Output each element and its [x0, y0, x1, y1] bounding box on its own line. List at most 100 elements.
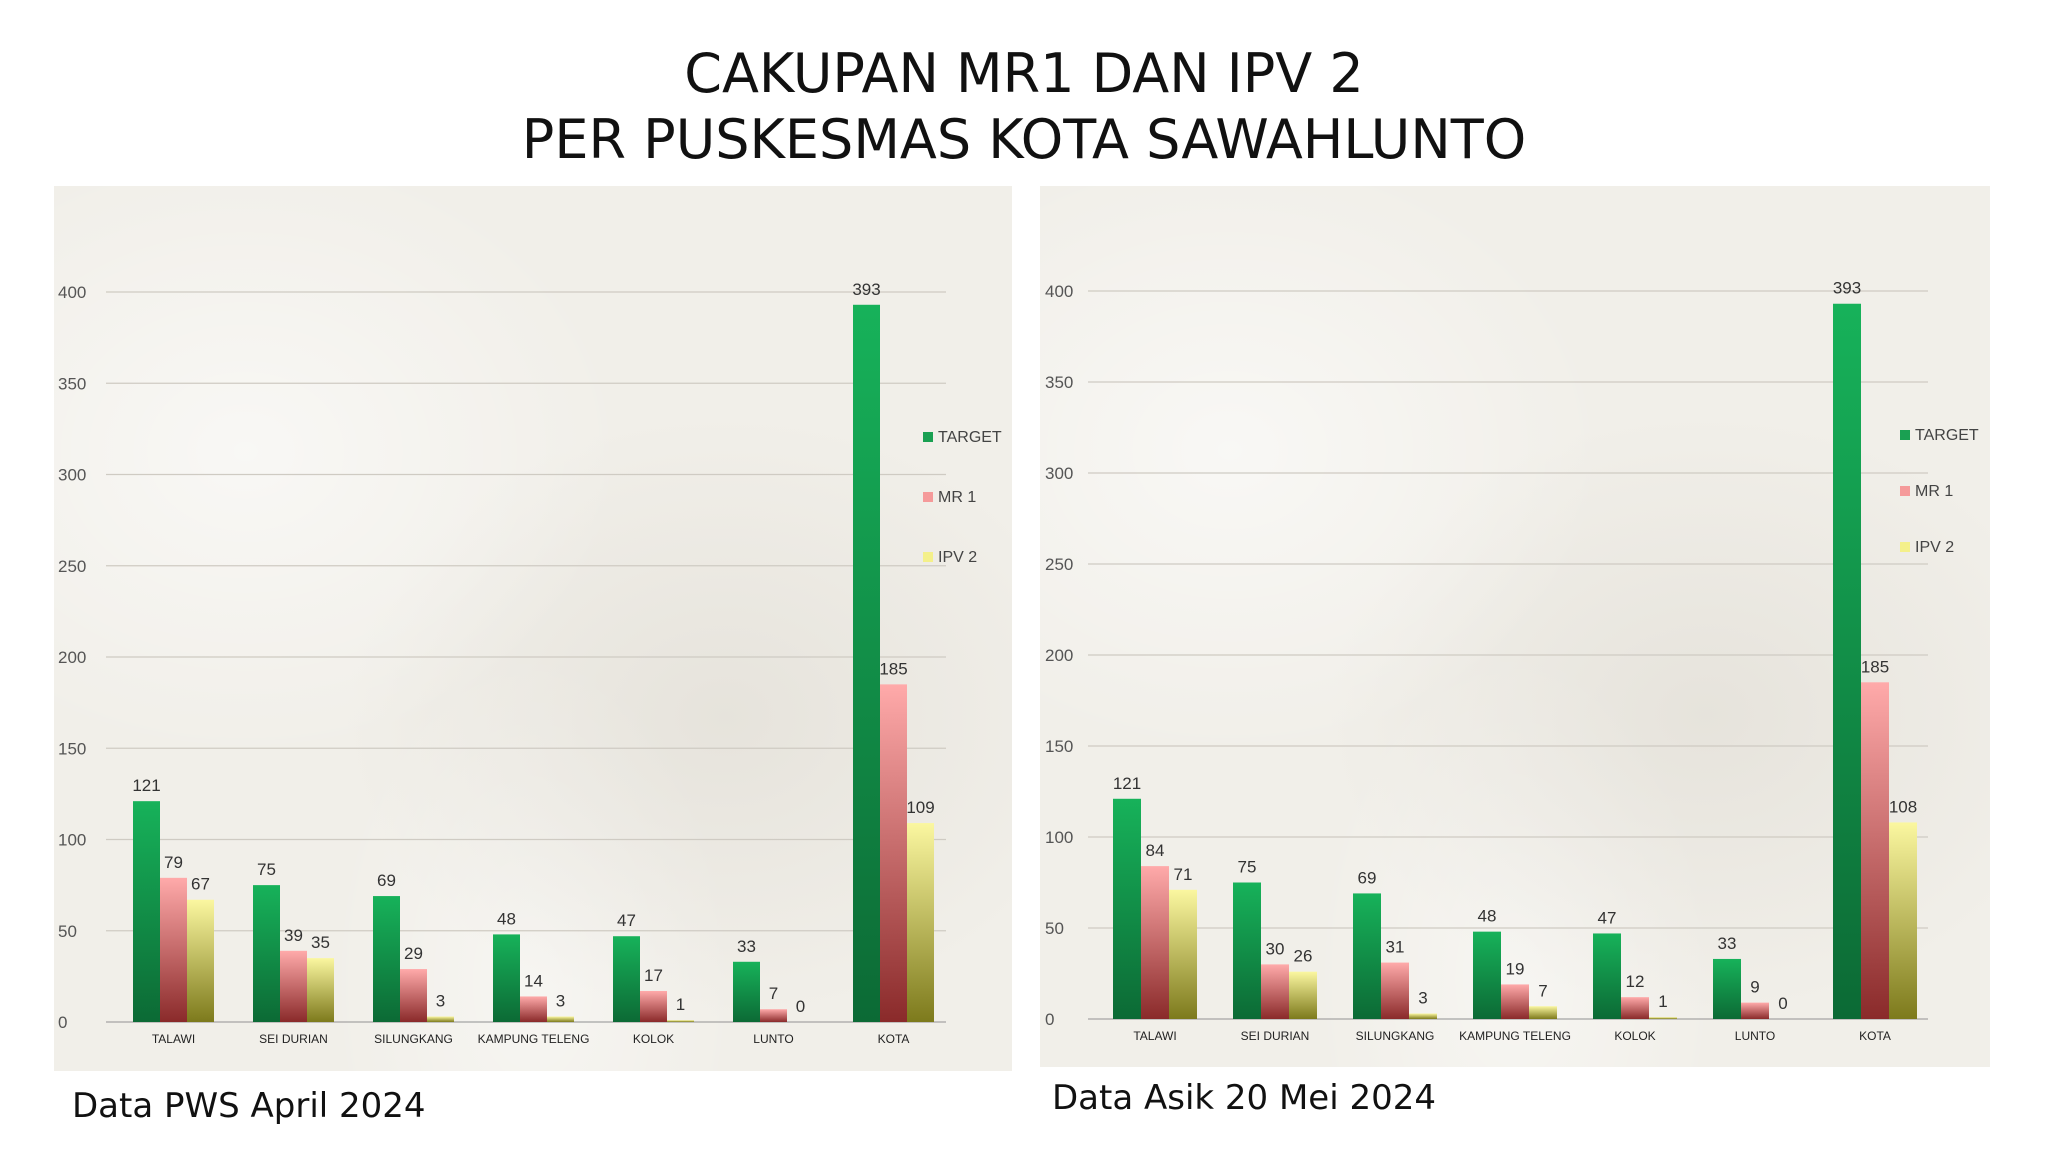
caption-left: Data PWS April 2024 — [72, 1086, 426, 1126]
bar-target-sei-durian — [1233, 882, 1261, 1019]
bar-mr-1-kolok — [640, 990, 667, 1022]
legend-swatch-ipv-2 — [923, 552, 933, 562]
legend-label-mr-1: MR 1 — [938, 489, 976, 506]
data-label-mr-1-kolok: 17 — [644, 966, 663, 985]
bar-mr-1-kota — [1861, 682, 1889, 1019]
data-label-target-talawi: 121 — [132, 776, 160, 795]
legend-label-ipv-2: IPV 2 — [938, 549, 977, 566]
bar-ipv-2-kolok — [667, 1020, 694, 1022]
data-label-ipv-2-kampung-teleng: 7 — [1538, 981, 1547, 1000]
y-tick-label: 150 — [1045, 737, 1073, 756]
legend-swatch-target — [923, 432, 933, 442]
data-label-ipv-2-kota: 108 — [1889, 797, 1917, 816]
bar-mr-1-kolok — [1621, 997, 1649, 1019]
data-label-mr-1-kampung-teleng: 19 — [1506, 959, 1525, 978]
data-label-ipv-2-kampung-teleng: 3 — [556, 992, 565, 1011]
data-label-ipv-2-silungkang: 3 — [1418, 989, 1427, 1008]
y-tick-label: 250 — [1045, 555, 1073, 574]
bar-ipv-2-kolok — [1649, 1017, 1677, 1019]
data-label-target-kota: 393 — [852, 280, 880, 299]
bar-mr-1-sei-durian — [1261, 964, 1289, 1019]
caption-right: Data Asik 20 Mei 2024 — [1052, 1078, 1437, 1118]
data-label-mr-1-talawi: 84 — [1146, 841, 1165, 860]
bar-target-sei-durian — [253, 885, 280, 1022]
data-label-target-kampung-teleng: 48 — [497, 909, 516, 928]
bar-ipv-2-sei-durian — [1289, 971, 1317, 1019]
bar-ipv-2-talawi — [187, 899, 214, 1022]
chart-title-line1: CAKUPAN MR1 DAN IPV 2 — [684, 42, 1364, 105]
x-category-label: KOLOK — [633, 1032, 674, 1046]
data-label-target-lunto: 33 — [1718, 934, 1737, 953]
x-category-label: LUNTO — [1735, 1029, 1775, 1043]
bar-ipv-2-silungkang — [1409, 1013, 1437, 1019]
x-category-label: KAMPUNG TELENG — [1459, 1029, 1571, 1043]
bar-target-kampung-teleng — [493, 934, 520, 1022]
legend-label-mr-1: MR 1 — [1915, 483, 1953, 500]
bar-mr-1-lunto — [760, 1009, 787, 1022]
y-tick-label: 50 — [58, 922, 77, 941]
y-tick-label: 200 — [1045, 646, 1073, 665]
chart-panel-left: 0 50 100 150 200 250 300 350 400 121 79 67 TALAWI 75 3… — [54, 186, 1012, 1071]
bar-chart-left: 0501001502002503003504001217967TALAWI753… — [58, 280, 1002, 1046]
data-label-target-lunto: 33 — [737, 937, 756, 956]
bar-target-kampung-teleng — [1473, 931, 1501, 1019]
data-label-mr-1-kota: 185 — [1861, 657, 1889, 676]
bar-mr-1-talawi — [160, 877, 187, 1022]
bar-mr-1-kota — [880, 684, 907, 1022]
bar-target-kota — [1833, 303, 1861, 1019]
data-label-ipv-2-talawi: 71 — [1174, 865, 1193, 884]
y-tick-label: 0 — [1045, 1010, 1054, 1029]
bar-target-talawi — [133, 801, 160, 1022]
y-tick-label: 100 — [1045, 828, 1073, 847]
bar-mr-1-sei-durian — [280, 950, 307, 1022]
data-label-mr-1-talawi: 79 — [164, 853, 183, 872]
data-label-ipv-2-lunto: 0 — [1778, 994, 1787, 1013]
data-label-mr-1-lunto: 7 — [769, 984, 778, 1003]
data-label-mr-1-lunto: 9 — [1750, 978, 1759, 997]
data-label-target-kolok: 47 — [1598, 908, 1617, 927]
x-category-label: SILUNGKANG — [374, 1032, 453, 1046]
data-label-mr-1-kampung-teleng: 14 — [524, 971, 543, 990]
y-tick-label: 400 — [58, 283, 86, 302]
data-label-ipv-2-kota: 109 — [906, 798, 934, 817]
bar-target-kolok — [613, 936, 640, 1022]
x-category-label: KOTA — [878, 1032, 910, 1046]
data-label-mr-1-silungkang: 31 — [1386, 938, 1405, 957]
bar-target-kolok — [1593, 933, 1621, 1019]
data-label-ipv-2-kolok: 1 — [1658, 992, 1667, 1011]
chart-panel-right: 0 50 100 150 200 250 300 350 400 121 84 71 TALAWI 75 3… — [1040, 186, 1990, 1067]
data-label-mr-1-sei-durian: 39 — [284, 926, 303, 945]
bar-target-lunto — [733, 961, 760, 1022]
data-label-ipv-2-silungkang: 3 — [436, 992, 445, 1011]
x-category-label: SILUNGKANG — [1356, 1029, 1435, 1043]
bar-mr-1-silungkang — [400, 969, 427, 1022]
legend-swatch-ipv-2 — [1900, 542, 1910, 552]
data-label-mr-1-kolok: 12 — [1626, 972, 1645, 991]
bar-target-lunto — [1713, 958, 1741, 1019]
y-tick-label: 150 — [58, 739, 86, 758]
y-tick-label: 50 — [1045, 919, 1064, 938]
data-label-target-kampung-teleng: 48 — [1478, 907, 1497, 926]
bar-target-talawi — [1113, 798, 1141, 1019]
bar-ipv-2-kota — [1889, 822, 1917, 1019]
data-label-target-silungkang: 69 — [1358, 868, 1377, 887]
data-label-ipv-2-sei-durian: 26 — [1294, 947, 1313, 966]
y-tick-label: 350 — [58, 374, 86, 393]
y-tick-label: 200 — [58, 648, 86, 667]
bar-chart-right: 0501001502002503003504001218471TALAWI753… — [1045, 279, 1979, 1043]
data-label-mr-1-silungkang: 29 — [404, 944, 423, 963]
bar-ipv-2-talawi — [1169, 889, 1197, 1019]
data-label-target-kolok: 47 — [617, 911, 636, 930]
bar-ipv-2-kota — [907, 823, 934, 1022]
legend-swatch-mr-1 — [1900, 486, 1910, 496]
x-category-label: TALAWI — [1133, 1029, 1176, 1043]
data-label-target-sei-durian: 75 — [1238, 858, 1257, 877]
y-tick-label: 350 — [1045, 373, 1073, 392]
legend-label-target: TARGET — [938, 429, 1002, 446]
bar-ipv-2-silungkang — [427, 1016, 454, 1022]
bar-ipv-2-sei-durian — [307, 958, 334, 1022]
data-label-target-silungkang: 69 — [377, 871, 396, 890]
y-tick-label: 100 — [58, 831, 86, 850]
legend-label-target: TARGET — [1915, 427, 1979, 444]
x-category-label: SEI DURIAN — [259, 1032, 328, 1046]
